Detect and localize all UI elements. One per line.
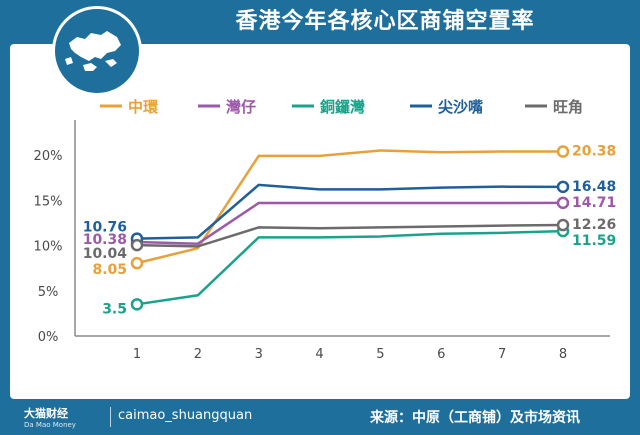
legend-label: 旺角 bbox=[553, 98, 583, 116]
footer: 大猫财经 Da Mao Money caimao_shuangquan 来源：中… bbox=[0, 399, 640, 435]
end-value-label: 11.59 bbox=[572, 233, 616, 249]
end-value-label: 14.71 bbox=[572, 195, 616, 211]
x-tick-label: 4 bbox=[315, 347, 323, 362]
hong-kong-map-icon bbox=[52, 6, 142, 96]
legend-label: 中環 bbox=[128, 98, 159, 116]
data-point bbox=[556, 145, 570, 158]
start-value-label: 10.38 bbox=[83, 232, 127, 248]
series-line bbox=[136, 149, 563, 265]
end-value-label: 20.38 bbox=[572, 144, 616, 160]
x-tick-label: 6 bbox=[437, 347, 445, 362]
brand-subtitle: Da Mao Money bbox=[24, 421, 76, 429]
series-line bbox=[136, 229, 564, 306]
data-labels: 8.05 20.38 10.38 14.71 3.5 11.59 10.76 16.48 10.… bbox=[83, 144, 617, 318]
chart-title: 香港今年各核心区商铺空置率 bbox=[235, 9, 535, 34]
start-value-label: 3.5 bbox=[102, 301, 127, 317]
y-tick-label: 20% bbox=[34, 149, 63, 164]
social-handle: caimao_shuangquan bbox=[118, 408, 253, 423]
x-tick-label: 1 bbox=[133, 347, 141, 362]
x-tick-label: 8 bbox=[559, 347, 567, 362]
y-axis: 0% 5% 10% 15% 20% bbox=[34, 120, 76, 345]
data-point bbox=[130, 238, 144, 252]
y-tick-label: 5% bbox=[38, 285, 59, 300]
start-value-label: 8.05 bbox=[92, 262, 127, 278]
x-tick-label: 5 bbox=[376, 347, 384, 362]
start-value-label: 10.04 bbox=[83, 246, 128, 262]
y-tick-label: 0% bbox=[38, 330, 59, 345]
legend-label: 灣仔 bbox=[226, 98, 256, 116]
series-line bbox=[136, 183, 564, 240]
y-tick-label: 10% bbox=[34, 240, 63, 255]
x-tick-label: 2 bbox=[194, 347, 202, 362]
data-point bbox=[556, 196, 570, 210]
y-tick-label: 15% bbox=[34, 194, 63, 209]
x-tick-label: 7 bbox=[498, 347, 506, 362]
brand-name: 大猫财经 bbox=[24, 407, 68, 420]
x-tick-label: 3 bbox=[255, 347, 263, 362]
hong-kong-map-shape bbox=[65, 31, 121, 71]
series-lines bbox=[130, 145, 570, 311]
brand-logo: 大猫财经 Da Mao Money bbox=[24, 405, 76, 429]
series-line bbox=[136, 223, 564, 248]
x-axis: 1 2 3 4 5 6 7 8 bbox=[75, 335, 610, 362]
footer-divider bbox=[110, 407, 111, 427]
series-line bbox=[136, 201, 564, 245]
legend-label: 尖沙嘴 bbox=[438, 98, 483, 116]
chart-panel bbox=[10, 44, 630, 399]
data-point bbox=[556, 180, 570, 194]
legend: 中環 灣仔 銅鑼灣 尖沙嘴 旺角 bbox=[100, 98, 583, 116]
end-value-label: 12.26 bbox=[572, 217, 616, 233]
source-note: 来源：中原（工商铺）及市场资讯 bbox=[370, 410, 580, 426]
end-value-label: 16.48 bbox=[572, 179, 616, 195]
data-point bbox=[130, 298, 144, 311]
legend-label: 銅鑼灣 bbox=[320, 98, 365, 116]
data-point bbox=[556, 218, 570, 232]
data-point bbox=[130, 256, 144, 270]
start-value-label: 10.76 bbox=[83, 220, 127, 236]
